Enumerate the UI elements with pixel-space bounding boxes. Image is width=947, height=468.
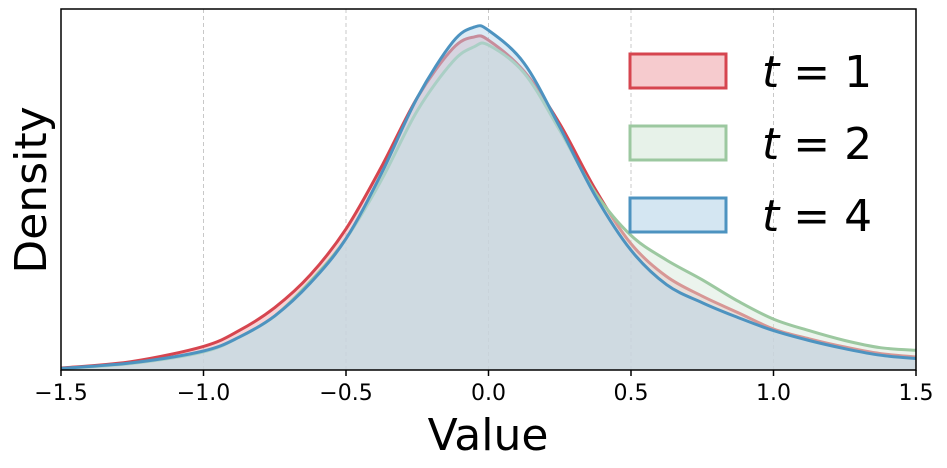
y-axis-title: Density	[6, 106, 57, 273]
legend-swatch-t2	[628, 124, 728, 162]
legend: t = 1 t = 2 t = 4	[628, 47, 872, 242]
legend-swatch-t4	[628, 196, 728, 234]
x-tick-label: 1.5	[899, 381, 934, 406]
x-tick-label: 0.5	[614, 381, 649, 406]
legend-label-t1: t = 1	[762, 47, 872, 98]
x-axis-ticks: −1.5 −1.0 −0.5 0.0 0.5 1.0 1.5	[34, 370, 934, 406]
legend-label-t4: t = 4	[762, 191, 872, 242]
x-tick-label: 0.0	[471, 381, 506, 406]
series-area-t4	[61, 25, 916, 370]
series-layer	[60, 24, 917, 371]
x-tick-label: −1.0	[177, 381, 230, 406]
x-axis-title: Value	[428, 410, 549, 461]
x-tick-label: −1.5	[34, 381, 87, 406]
legend-label-t2: t = 2	[762, 119, 872, 170]
x-tick-label: 1.0	[756, 381, 791, 406]
legend-swatch-t1	[628, 52, 728, 90]
x-tick-label: −0.5	[319, 381, 372, 406]
series-line-t4	[60, 24, 917, 370]
